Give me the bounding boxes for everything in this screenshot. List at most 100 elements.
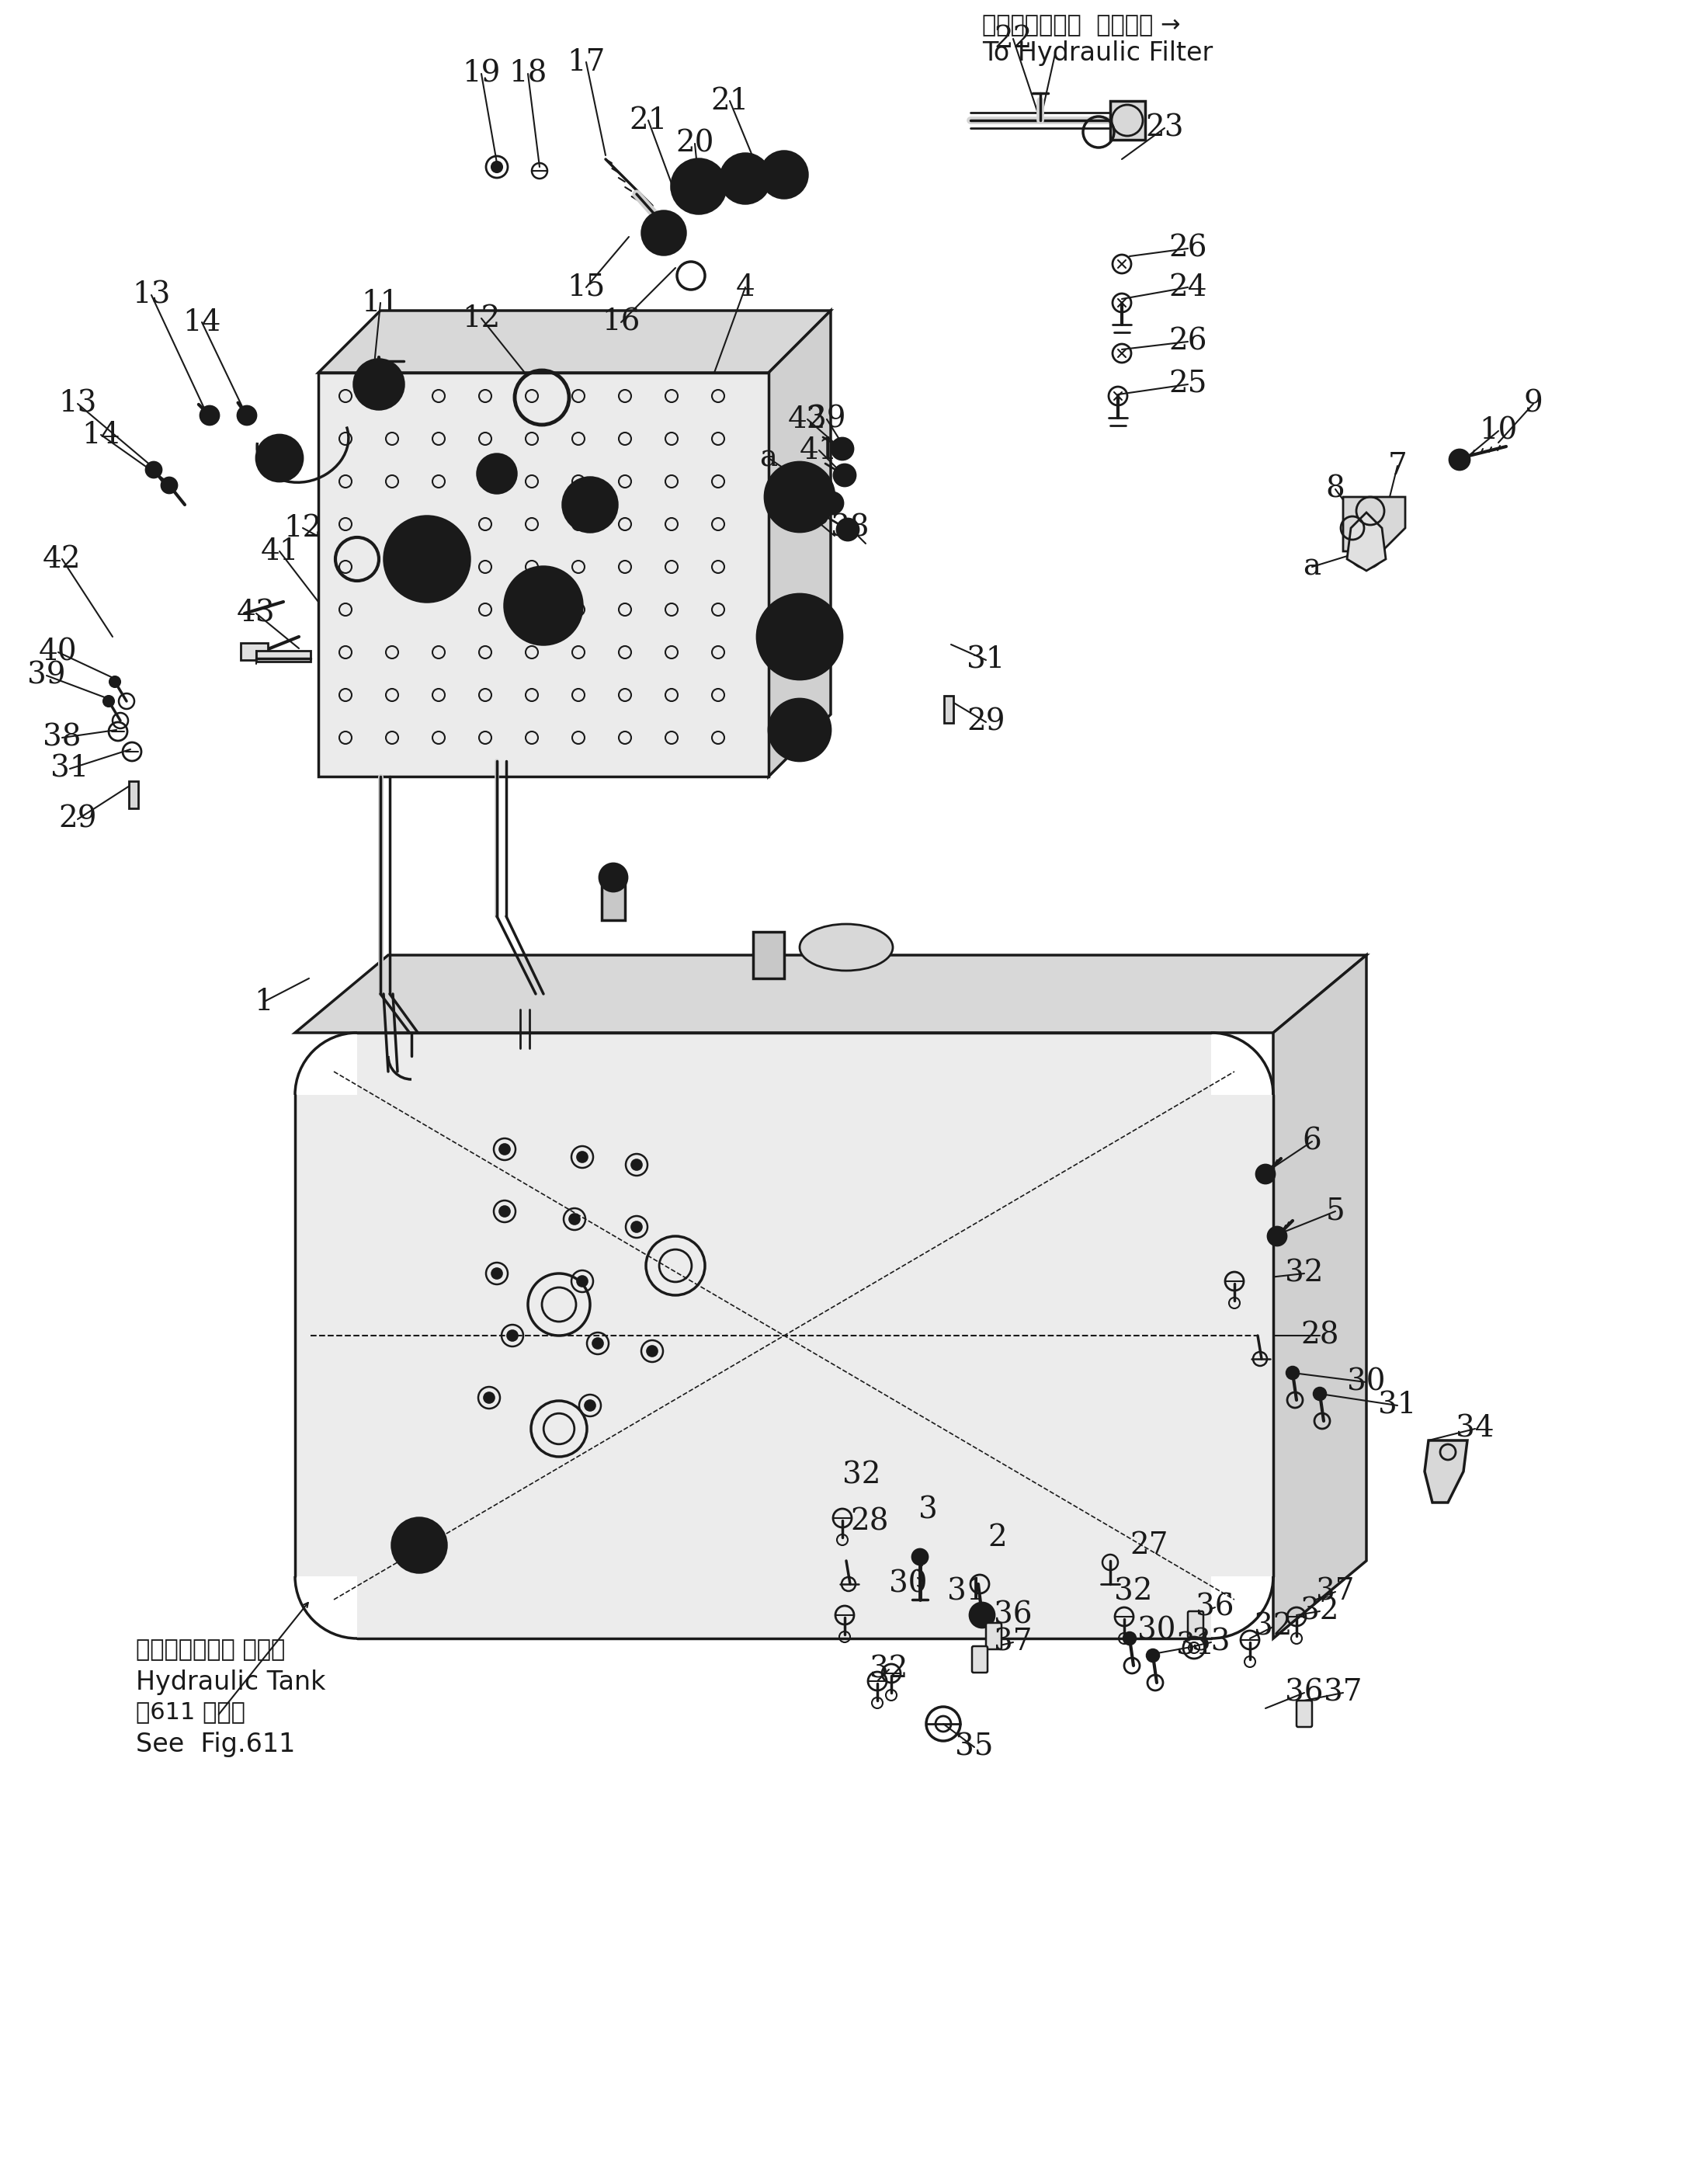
Circle shape	[393, 1518, 446, 1573]
Circle shape	[1146, 1649, 1160, 1662]
Circle shape	[145, 461, 162, 478]
Text: 11: 11	[362, 289, 400, 318]
Text: Hydraulic Tank: Hydraulic Tank	[137, 1670, 326, 1694]
Circle shape	[499, 1205, 511, 1216]
Text: 34: 34	[1455, 1414, 1494, 1444]
Circle shape	[200, 407, 219, 424]
Bar	[649, 222, 680, 244]
Text: 31: 31	[967, 646, 1004, 674]
FancyBboxPatch shape	[1187, 1612, 1204, 1638]
Bar	[753, 931, 784, 979]
Circle shape	[760, 152, 808, 198]
Bar	[256, 650, 311, 661]
Ellipse shape	[799, 924, 893, 970]
Text: 12: 12	[463, 304, 500, 333]
Text: 33: 33	[1192, 1627, 1230, 1657]
Circle shape	[564, 478, 617, 533]
Text: 14: 14	[183, 309, 220, 337]
Circle shape	[1450, 450, 1469, 470]
Circle shape	[721, 154, 770, 204]
Bar	[601, 877, 625, 920]
Text: 20: 20	[676, 128, 714, 159]
Text: See  Fig.611: See Fig.611	[137, 1731, 295, 1757]
Text: 9: 9	[1524, 389, 1542, 418]
Text: 39: 39	[808, 405, 845, 433]
Circle shape	[912, 1549, 927, 1564]
Circle shape	[492, 1268, 502, 1279]
Text: To Hydraulic Filter: To Hydraulic Filter	[982, 41, 1213, 65]
Text: 8: 8	[1325, 474, 1344, 505]
Text: 7: 7	[1389, 452, 1407, 481]
Circle shape	[1255, 1166, 1274, 1183]
Bar	[1110, 100, 1144, 139]
Bar	[241, 644, 268, 659]
Text: 31: 31	[1177, 1631, 1214, 1660]
Text: 37: 37	[1317, 1577, 1354, 1605]
Text: a: a	[1303, 552, 1320, 581]
FancyBboxPatch shape	[972, 1646, 987, 1673]
Text: 18: 18	[509, 59, 547, 89]
Text: 30: 30	[1138, 1616, 1177, 1644]
Circle shape	[1349, 535, 1383, 568]
Text: 19: 19	[463, 59, 500, 89]
Text: 30: 30	[890, 1570, 927, 1599]
Text: 22: 22	[994, 24, 1032, 52]
Text: 28: 28	[851, 1507, 888, 1536]
Polygon shape	[1272, 955, 1366, 1638]
Text: 2: 2	[987, 1522, 1008, 1551]
Circle shape	[504, 568, 582, 644]
FancyBboxPatch shape	[1296, 1701, 1312, 1727]
Circle shape	[822, 492, 844, 513]
Text: 35: 35	[955, 1733, 994, 1762]
Circle shape	[1313, 1388, 1325, 1401]
Circle shape	[1286, 1366, 1298, 1379]
Polygon shape	[318, 311, 830, 372]
Text: 25: 25	[1168, 370, 1208, 398]
Polygon shape	[1348, 513, 1385, 570]
Text: 6: 6	[1303, 1127, 1322, 1155]
Text: 40: 40	[39, 637, 77, 666]
Text: 41: 41	[799, 435, 839, 465]
Text: 32: 32	[1284, 1259, 1324, 1288]
Text: 21: 21	[629, 107, 668, 135]
Circle shape	[593, 1338, 603, 1348]
Circle shape	[757, 594, 842, 679]
Text: 38: 38	[43, 724, 82, 753]
Text: 37: 37	[1324, 1679, 1363, 1707]
Text: 4: 4	[736, 272, 755, 302]
Bar	[318, 372, 769, 776]
Circle shape	[256, 435, 302, 481]
Text: 23: 23	[1146, 113, 1184, 144]
Text: 32: 32	[869, 1655, 909, 1683]
Circle shape	[507, 1331, 518, 1342]
Text: 21: 21	[711, 87, 748, 115]
Circle shape	[632, 1159, 642, 1170]
Text: 29: 29	[967, 707, 1006, 737]
Circle shape	[832, 437, 854, 459]
Text: 16: 16	[601, 309, 640, 337]
Text: 12: 12	[284, 513, 321, 542]
Text: 14: 14	[82, 420, 120, 450]
Circle shape	[483, 1392, 495, 1403]
Text: 5: 5	[1325, 1196, 1344, 1227]
Text: 38: 38	[830, 513, 869, 542]
Circle shape	[671, 159, 726, 213]
Circle shape	[647, 1346, 658, 1357]
Polygon shape	[769, 311, 830, 776]
Text: 29: 29	[58, 805, 97, 833]
Text: 32: 32	[1300, 1596, 1339, 1625]
Text: 32: 32	[1254, 1612, 1293, 1642]
Polygon shape	[1424, 1440, 1467, 1503]
Text: a: a	[760, 444, 777, 472]
Polygon shape	[1342, 496, 1406, 550]
Text: 32: 32	[842, 1462, 881, 1490]
Circle shape	[109, 676, 120, 687]
Text: 41: 41	[260, 537, 299, 566]
Circle shape	[642, 211, 685, 254]
Circle shape	[584, 1401, 596, 1412]
Circle shape	[632, 1222, 642, 1233]
Circle shape	[384, 515, 470, 602]
Circle shape	[492, 161, 502, 172]
Circle shape	[577, 1151, 588, 1161]
Text: 27: 27	[1129, 1531, 1168, 1559]
